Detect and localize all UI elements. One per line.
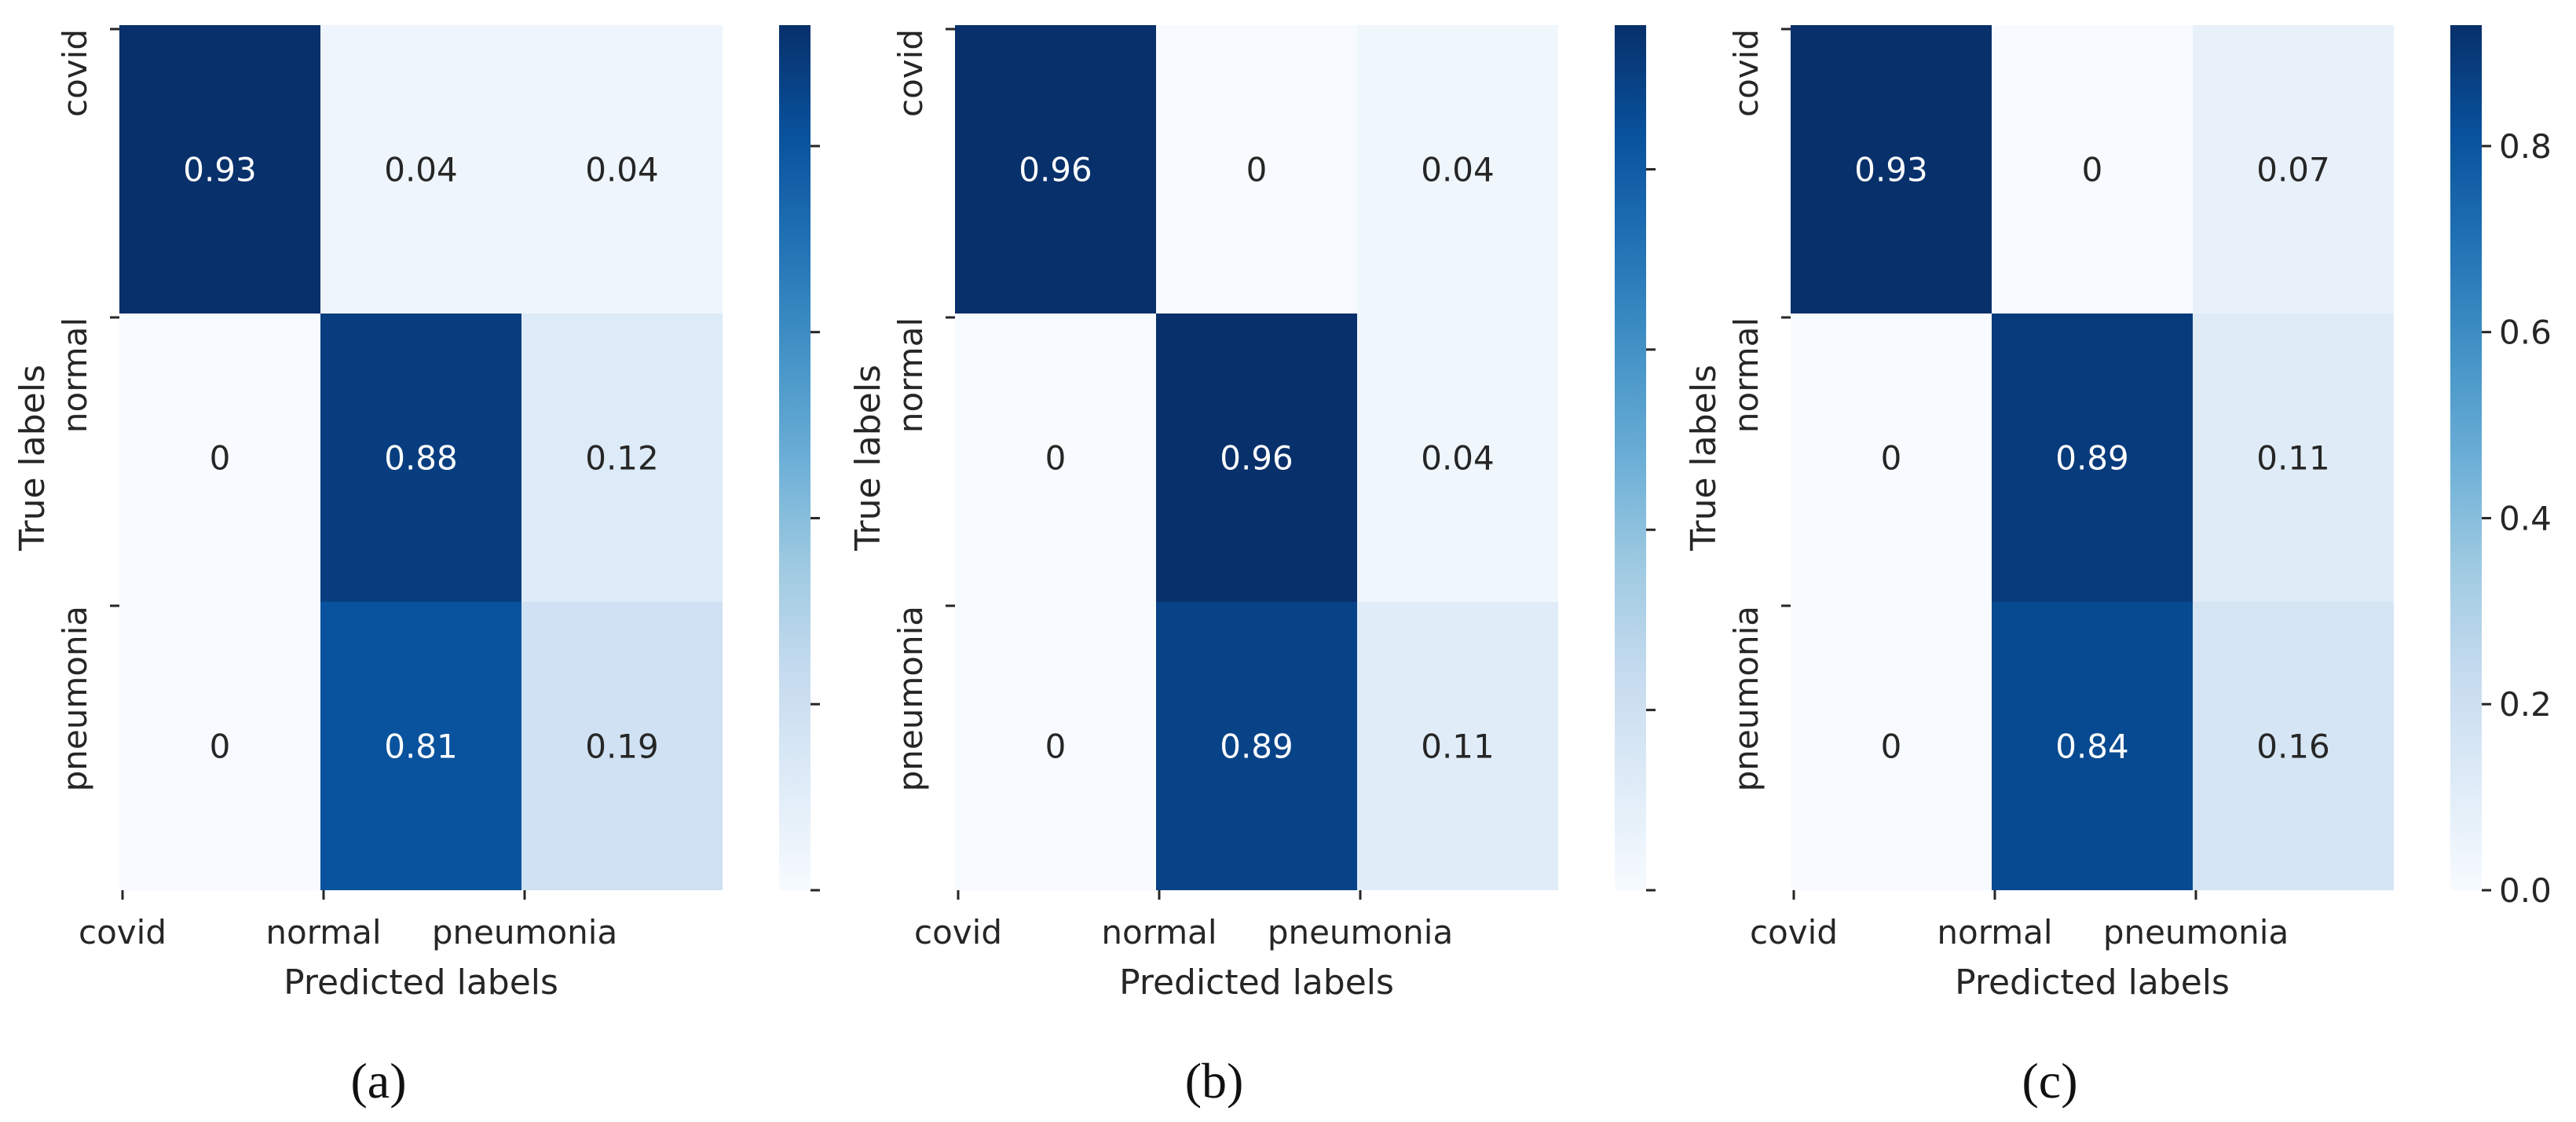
colorbar-tick-label: 0.6	[2499, 314, 2552, 352]
x-tick-label: normal	[1937, 913, 2052, 952]
heatmap-cell	[320, 25, 521, 314]
cell-value-label: 0.04	[585, 151, 659, 189]
cell-value-label: 0	[2082, 151, 2103, 189]
y-tick-label: covid	[1727, 29, 1766, 117]
heatmap-cell	[955, 602, 1156, 890]
panel-caption: (b)	[1185, 1053, 1244, 1109]
heatmap-cell	[1357, 25, 1558, 314]
x-tick-label: pneumonia	[1268, 913, 1453, 952]
cell-value-label: 0	[1045, 439, 1067, 478]
cell-value-label: 0.04	[384, 151, 458, 189]
x-tick-label: normal	[1101, 913, 1217, 952]
cell-value-label: 0.96	[1019, 151, 1092, 189]
colorbar	[2450, 25, 2482, 890]
x-tick-label: covid	[79, 913, 166, 952]
y-tick-label: pneumonia	[56, 606, 94, 791]
x-tick-label: normal	[265, 913, 381, 952]
cell-value-label: 0.84	[2055, 728, 2129, 766]
confusion-matrix-panel: 0.93 0 0.07 0 0.89 0.11 0 0.84 0.16 covid normal pn…	[1684, 25, 2552, 1109]
x-tick-label: pneumonia	[2103, 913, 2289, 952]
cell-value-label: 0.89	[2055, 439, 2129, 478]
heatmap-cell	[1791, 602, 1992, 890]
heatmap-cell	[1992, 25, 2193, 314]
heatmap-cell	[1791, 25, 1992, 314]
heatmap-cell	[119, 25, 320, 314]
cell-value-label: 0.04	[1421, 439, 1495, 478]
heatmap-cell	[1357, 602, 1558, 890]
heatmap-cell	[955, 25, 1156, 314]
cell-value-label: 0.07	[2256, 151, 2330, 189]
y-tick-label: covid	[891, 29, 930, 117]
panel-caption: (a)	[350, 1053, 406, 1109]
colorbar-tick-label: 0.0	[2499, 871, 2552, 910]
heatmap-cell	[2193, 314, 2394, 602]
y-tick-label: normal	[891, 317, 930, 433]
heatmap-cell	[119, 602, 320, 890]
colorbar-tick-label: 0.4	[2499, 499, 2552, 537]
cell-value-label: 0.11	[2256, 439, 2330, 478]
y-tick-label: pneumonia	[1727, 606, 1766, 791]
heatmap-cell	[2193, 25, 2394, 314]
cell-value-label: 0	[210, 728, 231, 766]
heatmap-cell	[1357, 314, 1558, 602]
x-axis-label: Predicted labels	[1955, 962, 2230, 1003]
y-axis-label: True labels	[848, 365, 888, 552]
cell-value-label: 0.93	[1854, 151, 1928, 189]
cell-value-label: 0.16	[2256, 728, 2330, 766]
x-tick-label: covid	[914, 913, 1002, 952]
cell-value-label: 0.19	[585, 728, 659, 766]
cell-value-label: 0	[1881, 728, 1902, 766]
x-tick-label: covid	[1750, 913, 1838, 952]
cell-value-label: 0.88	[384, 439, 458, 478]
cell-value-label: 0.96	[1220, 439, 1293, 478]
panel-caption: (c)	[2022, 1053, 2077, 1109]
heatmap-cell	[1156, 314, 1357, 602]
cell-value-label: 0	[210, 439, 231, 478]
y-axis-label: True labels	[1684, 365, 1724, 552]
heatmap-cell	[955, 314, 1156, 602]
colorbar	[1615, 25, 1646, 890]
colorbar-tick-label: 0.8	[2499, 127, 2552, 166]
confusion-matrix-panels: 0.93 0.04 0.04 0 0.88 0.12 0 0.81 0.19 covid norma…	[13, 25, 2552, 1109]
cell-value-label: 0	[1045, 728, 1067, 766]
colorbar-tick-label: 0.2	[2499, 685, 2552, 724]
heatmap-cell	[521, 602, 723, 890]
cell-value-label: 0.81	[384, 728, 458, 766]
heatmap-cell	[1156, 25, 1357, 314]
heatmap-cell	[521, 314, 723, 602]
y-tick-label: pneumonia	[891, 606, 930, 791]
heatmap-cell	[521, 25, 723, 314]
cell-value-label: 0	[1246, 151, 1268, 189]
x-axis-label: Predicted labels	[284, 962, 558, 1003]
confusion-matrix-panel: 0.93 0.04 0.04 0 0.88 0.12 0 0.81 0.19 covid norma…	[13, 25, 820, 1109]
cell-value-label: 0	[1881, 439, 1902, 478]
y-axis-label: True labels	[13, 365, 53, 552]
cell-value-label: 0.11	[1421, 728, 1495, 766]
confusion-matrix-panel: 0.96 0 0.04 0 0.96 0.04 0 0.89 0.11 covid normal pn…	[848, 25, 1656, 1109]
heatmap-cell	[1992, 602, 2193, 890]
heatmap-cell	[320, 314, 521, 602]
y-tick-label: normal	[1727, 317, 1766, 433]
x-axis-label: Predicted labels	[1119, 962, 1394, 1003]
heatmap-cell	[1992, 314, 2193, 602]
heatmap-cell	[119, 314, 320, 602]
x-tick-label: pneumonia	[432, 913, 617, 952]
cell-value-label: 0.93	[183, 151, 257, 189]
colorbar	[779, 25, 810, 890]
cell-value-label: 0.12	[585, 439, 659, 478]
y-tick-label: normal	[56, 317, 94, 433]
cell-value-label: 0.89	[1220, 728, 1293, 766]
heatmap-cell	[320, 602, 521, 890]
cell-value-label: 0.04	[1421, 151, 1495, 189]
y-tick-label: covid	[56, 29, 94, 117]
heatmap-cell	[1156, 602, 1357, 890]
heatmap-cell	[2193, 602, 2394, 890]
heatmap-cell	[1791, 314, 1992, 602]
